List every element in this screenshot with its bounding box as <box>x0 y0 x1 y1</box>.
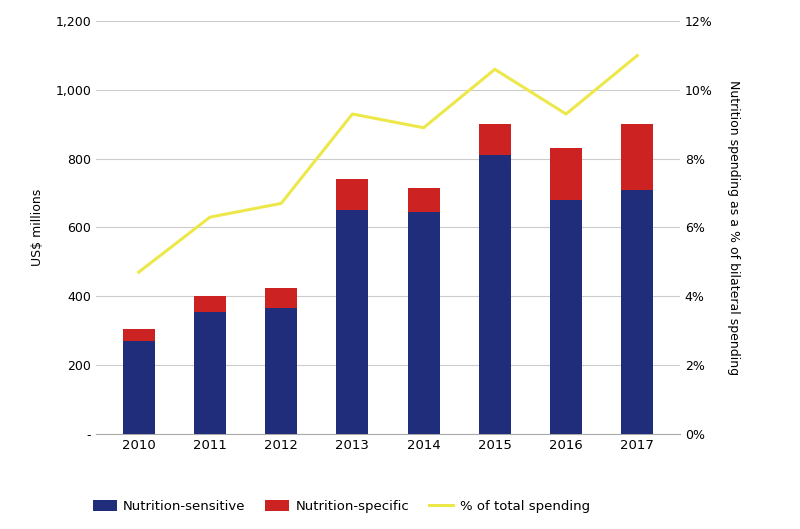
% of total spending <box>633 52 642 59</box>
Y-axis label: US$ millions: US$ millions <box>31 189 44 266</box>
Bar <box>265 308 297 434</box>
% of total spending <box>347 111 357 117</box>
Bar <box>622 190 654 434</box>
Bar <box>550 148 582 200</box>
Bar <box>407 212 440 434</box>
Bar <box>479 156 511 434</box>
Y-axis label: Nutrition spending as a % of bilateral spending: Nutrition spending as a % of bilateral s… <box>726 80 740 375</box>
Line: % of total spending: % of total spending <box>138 56 638 272</box>
Bar <box>122 341 154 434</box>
% of total spending <box>276 200 286 207</box>
Bar <box>622 124 654 190</box>
% of total spending <box>205 214 214 221</box>
% of total spending <box>490 66 500 72</box>
Bar <box>265 288 297 308</box>
Bar <box>194 296 226 312</box>
Bar <box>479 124 511 156</box>
Bar <box>336 179 369 211</box>
Bar <box>122 329 154 341</box>
Bar <box>407 188 440 212</box>
% of total spending <box>419 125 429 131</box>
Bar <box>336 211 369 434</box>
Bar <box>194 312 226 434</box>
Bar <box>550 200 582 434</box>
Legend: Nutrition-sensitive, Nutrition-specific, % of total spending: Nutrition-sensitive, Nutrition-specific,… <box>87 495 595 518</box>
% of total spending <box>134 269 143 276</box>
% of total spending <box>562 111 571 117</box>
